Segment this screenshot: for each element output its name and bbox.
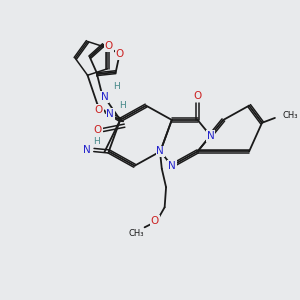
Text: O: O [94,105,103,115]
Text: N: N [83,145,91,155]
Text: CH₃: CH₃ [283,111,298,120]
Text: N: N [106,109,114,119]
Text: N: N [157,146,164,156]
Text: CH₃: CH₃ [128,229,144,238]
Text: H: H [119,100,126,109]
Text: N: N [100,92,108,102]
Text: N: N [207,131,214,141]
Text: O: O [194,92,202,101]
Text: O: O [116,49,124,59]
Text: O: O [151,216,159,226]
Text: O: O [94,125,102,135]
Text: H: H [93,137,100,146]
Text: H: H [113,82,120,91]
Text: O: O [105,41,113,52]
Text: N: N [168,161,176,171]
